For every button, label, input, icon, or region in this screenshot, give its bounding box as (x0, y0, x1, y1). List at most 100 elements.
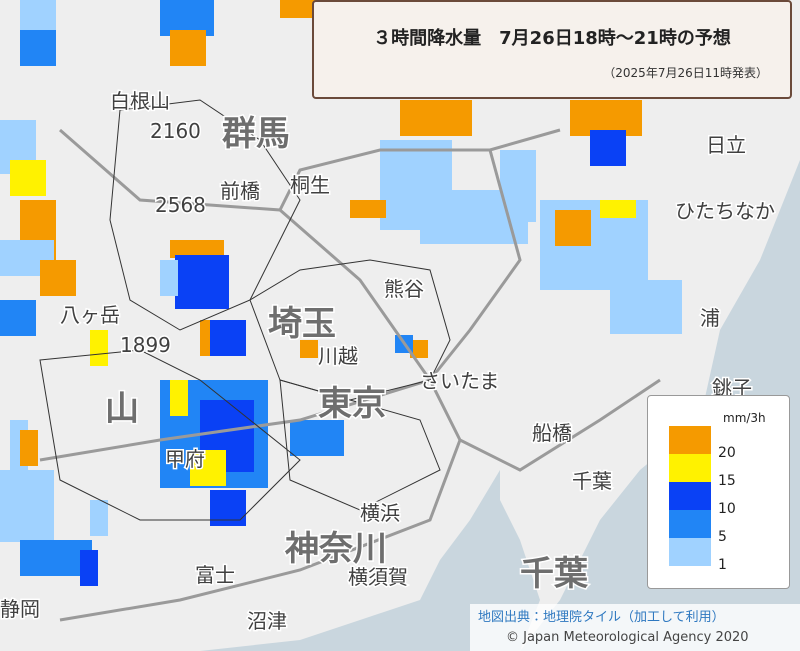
legend-label: 20 (718, 445, 736, 461)
rain-cell (454, 100, 472, 118)
rain-cell (80, 550, 98, 568)
rain-cell (398, 212, 416, 230)
rain-cell (594, 218, 612, 236)
legend-unit: mm/3h (723, 411, 766, 425)
rain-cell (90, 500, 108, 518)
rain-cell (0, 488, 18, 506)
rain-cell (664, 298, 682, 316)
rain-cell (56, 558, 74, 576)
rain-cell (38, 540, 56, 558)
rain-cell (570, 118, 588, 136)
rain-cell (0, 120, 18, 138)
rain-cell (10, 160, 28, 178)
city-label: 桐生 (290, 173, 330, 197)
rain-cell (612, 218, 630, 236)
rain-cell (573, 228, 591, 246)
rain-cell (36, 470, 54, 488)
rain-cell (624, 100, 642, 118)
rain-cell (188, 240, 206, 258)
rain-cell (610, 298, 628, 316)
rain-cell (250, 434, 268, 452)
rain-cell (250, 380, 268, 398)
rain-cell (170, 398, 188, 416)
rain-cell (590, 148, 608, 166)
rain-cell (576, 254, 594, 272)
prefecture-label: 埼玉 (268, 304, 336, 344)
rain-cell (18, 318, 36, 336)
city-label: 船橋 (532, 421, 572, 445)
rain-cell (10, 178, 28, 196)
rain-cell (630, 218, 648, 236)
issued-time: （2025年7月26日11時発表） (603, 66, 768, 80)
rain-cell (518, 186, 536, 204)
rain-cell (280, 0, 298, 18)
rain-cell (36, 506, 54, 524)
rain-cell (20, 0, 38, 18)
rain-cell (540, 218, 558, 236)
rain-cell (40, 260, 58, 278)
city-label: 川越 (318, 344, 358, 368)
rain-cell (18, 240, 36, 258)
rain-cell (210, 338, 228, 356)
rain-cell (36, 524, 54, 542)
rain-cell (290, 420, 308, 438)
rain-cell (18, 488, 36, 506)
city-label: 横須賀 (348, 565, 408, 589)
rain-cell (474, 208, 492, 226)
rain-cell (438, 208, 456, 226)
rain-cell (518, 204, 536, 222)
rain-cell (646, 280, 664, 298)
rain-cell (326, 420, 344, 438)
rain-cell (90, 330, 108, 348)
rain-cell (420, 226, 438, 244)
rain-cell (628, 280, 646, 298)
city-label: 沼津 (247, 609, 287, 633)
rain-cell (630, 254, 648, 272)
rain-cell (160, 416, 178, 434)
rain-cell (38, 48, 56, 66)
rain-cell (628, 298, 646, 316)
city-label: さいたま (420, 369, 499, 393)
rain-cell (20, 30, 38, 48)
rain-cell (500, 150, 518, 168)
rain-cell (210, 508, 228, 526)
rain-cell (214, 380, 232, 398)
rain-cell (236, 400, 254, 418)
city-label: ひたちなか (675, 199, 775, 223)
rain-cell (56, 540, 74, 558)
city-label: 前橋 (220, 179, 260, 203)
rain-cell (456, 208, 474, 226)
rain-cell (416, 176, 434, 194)
rain-cell (594, 272, 612, 290)
map-source: 地図出典：地理院タイル（加工して利用） (478, 610, 725, 625)
city-label: 1899 (120, 333, 171, 357)
rain-cell (18, 506, 36, 524)
title: ３時間降水量 7月26日18時～21時の予想 (373, 28, 731, 49)
rain-cell (80, 568, 98, 586)
rain-cell (434, 158, 452, 176)
rain-cell (624, 118, 642, 136)
city-label: 2160 (150, 119, 201, 143)
rain-cell (190, 468, 208, 486)
rain-cell (20, 200, 38, 218)
legend-swatch (669, 482, 711, 510)
rain-cell (18, 524, 36, 542)
rain-cell (178, 0, 196, 18)
city-label: 白根山 (110, 89, 170, 113)
rain-cell (474, 226, 492, 244)
rain-cell (170, 30, 188, 48)
rain-cell (540, 200, 558, 218)
rain-cell (436, 118, 454, 136)
rain-cell (38, 0, 56, 18)
rain-cell (0, 524, 18, 542)
rain-cell (20, 448, 38, 466)
rain-cell (555, 228, 573, 246)
rain-cell (175, 291, 193, 309)
rain-cell (420, 208, 438, 226)
prefecture-label: 東京 (318, 384, 386, 424)
rain-cell (290, 438, 308, 456)
rain-cell (618, 200, 636, 218)
rain-cell (456, 190, 474, 208)
rain-cell (208, 450, 226, 468)
legend-label: 10 (718, 501, 736, 517)
